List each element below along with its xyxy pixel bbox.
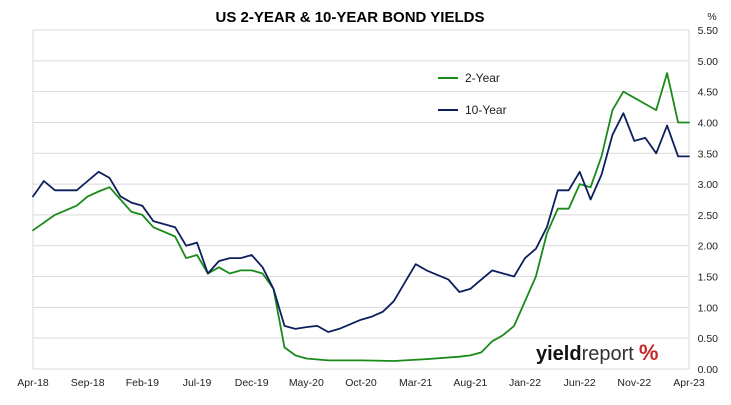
x-tick-label: Jul-19 xyxy=(183,377,212,389)
y-tick-label: 1.00 xyxy=(698,302,719,314)
series-line-2-year xyxy=(32,72,690,362)
series-line-10-year xyxy=(32,112,690,333)
y-tick-label: 1.50 xyxy=(698,272,719,284)
y-tick-label: 3.50 xyxy=(698,148,719,160)
y-tick-label: 4.00 xyxy=(698,117,719,129)
x-tick-label: Sep-18 xyxy=(71,377,105,389)
x-tick-label: Apr-23 xyxy=(673,377,705,389)
x-tick-label: Aug-21 xyxy=(453,377,487,389)
x-tick-label: Mar-21 xyxy=(399,377,432,389)
watermark-percent-sign: % xyxy=(639,340,659,365)
watermark-part-report: report xyxy=(582,343,635,365)
watermark-text: yieldreport% xyxy=(536,340,658,365)
y-tick-label: 3.00 xyxy=(698,179,719,191)
x-tick-label: Apr-18 xyxy=(17,377,49,389)
y-axis-unit-label: % xyxy=(707,11,716,23)
x-tick-label: Jun-22 xyxy=(564,377,596,389)
y-tick-label: 0.00 xyxy=(698,364,719,376)
y-tick-label: 5.00 xyxy=(698,56,719,68)
x-tick-label: May-20 xyxy=(289,377,324,389)
x-axis-ticks: Apr-18 Sep-18 Feb-19 Jul-19 Dec-19 May-20 Oct-… xyxy=(17,377,705,389)
legend-label-2-year: 2-Year xyxy=(465,71,500,85)
x-tick-label: Nov-22 xyxy=(617,377,651,389)
y-tick-label: 0.50 xyxy=(698,333,719,345)
y-tick-label: 4.50 xyxy=(698,87,719,99)
legend-label-10-year: 10-Year xyxy=(465,103,507,117)
x-tick-label: Jan-22 xyxy=(509,377,541,389)
x-tick-label: Feb-19 xyxy=(126,377,159,389)
watermark-part-yield: yield xyxy=(536,343,582,365)
series-lines xyxy=(32,72,690,362)
yieldreport-watermark: yieldreport% xyxy=(536,340,658,365)
legend: 2-Year 10-Year xyxy=(438,71,507,117)
chart-title: US 2-YEAR & 10-YEAR BOND YIELDS xyxy=(216,9,485,26)
y-tick-label: 2.00 xyxy=(698,241,719,253)
y-tick-label: 2.50 xyxy=(698,210,719,222)
y-axis-ticks: 0.00 0.50 1.00 1.50 2.00 2.50 3.00 3.50 4.00 4.50… xyxy=(698,25,719,376)
x-tick-label: Oct-20 xyxy=(345,377,377,389)
y-tick-label: 5.50 xyxy=(698,25,719,37)
x-tick-label: Dec-19 xyxy=(235,377,269,389)
